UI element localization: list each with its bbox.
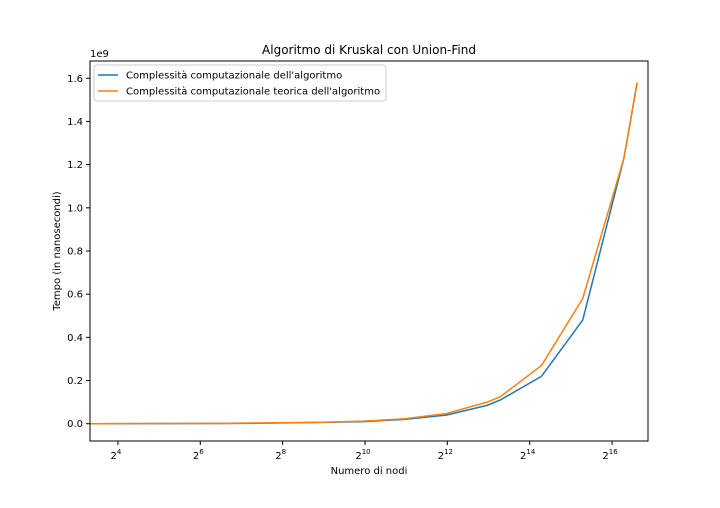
legend-box — [93, 64, 387, 102]
chart-title: Algoritmo di Kruskal con Union-Find — [262, 43, 476, 57]
x-tick-label-1: 26 — [193, 448, 204, 462]
x-tick-label-3: 210 — [355, 448, 370, 462]
y-offset-label: 1e9 — [90, 49, 109, 60]
legend-label-0: Complessità computazionale dell'algoritm… — [126, 70, 342, 82]
y-tick-label-4: 0.8 — [67, 247, 83, 258]
x-tick-label-4: 212 — [438, 448, 453, 462]
x-ticks: 24 26 28 210 212 214 216 — [111, 441, 618, 462]
legend-label-1: Complessità computazionale teorica dell'… — [126, 86, 380, 98]
x-tick-label-5: 214 — [520, 448, 536, 462]
y-tick-label-3: 0.6 — [67, 290, 83, 301]
x-axis-label: Numero di nodi — [331, 466, 408, 477]
y-tick-label-1: 0.2 — [67, 376, 83, 387]
y-tick-label-5: 1.0 — [67, 203, 83, 214]
y-tick-label-2: 0.4 — [67, 333, 83, 344]
y-tick-label-0: 0.0 — [67, 419, 83, 430]
y-axis-label: Tempo (in nanosecondi) — [52, 191, 63, 312]
series-line-1 — [89, 82, 638, 425]
y-tick-label-7: 1.4 — [67, 117, 83, 128]
x-tick-label-2: 28 — [275, 448, 286, 462]
plot-area — [89, 82, 638, 425]
legend: Complessità computazionale dell'algoritm… — [93, 64, 387, 102]
x-tick-label-6: 216 — [602, 448, 618, 462]
y-tick-label-6: 1.2 — [67, 160, 83, 171]
y-tick-label-8: 1.6 — [67, 74, 83, 85]
y-ticks: 0.0 0.2 0.4 0.6 0.8 1.0 1.2 1.4 1.6 — [67, 74, 90, 430]
x-tick-label-0: 24 — [111, 448, 122, 462]
